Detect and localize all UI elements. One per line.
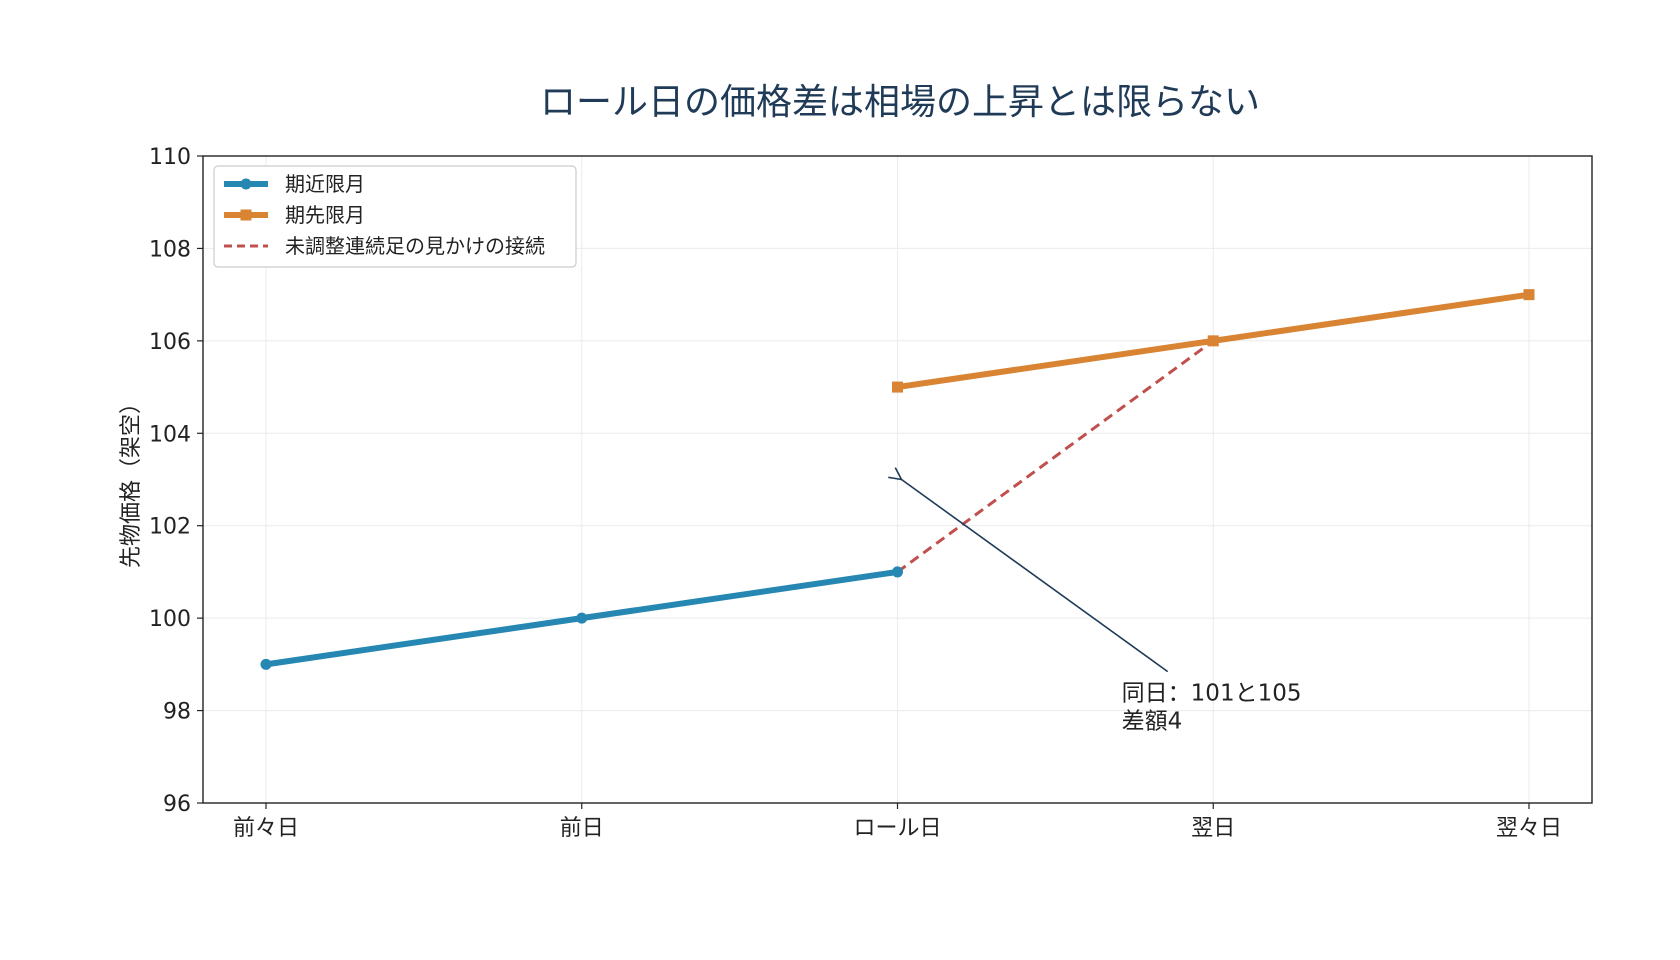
x-tick-label: ロール日	[853, 816, 941, 841]
series-1	[892, 289, 1535, 393]
legend-marker	[240, 178, 252, 190]
x-tick-label: 前日	[560, 816, 604, 841]
annotation-arrow	[902, 480, 1169, 673]
y-tick-label: 110	[149, 145, 191, 170]
y-tick-label: 104	[149, 422, 191, 447]
x-tick-label: 翌々日	[1496, 816, 1562, 841]
y-tick-label: 98	[163, 700, 191, 725]
series-line	[896, 339, 1215, 574]
data-point	[1523, 289, 1535, 301]
legend-label: 期先限月	[285, 203, 365, 227]
y-tick-label: 106	[149, 330, 191, 355]
y-tick-label: 96	[163, 792, 191, 817]
y-tick-label: 102	[149, 515, 191, 540]
data-point	[892, 381, 903, 393]
legend-entry: 期先限月	[224, 203, 365, 227]
legend-marker	[240, 209, 252, 221]
data-point	[576, 612, 588, 624]
series	[260, 289, 1535, 670]
series-0	[260, 566, 903, 670]
y-tick-label: 108	[149, 237, 191, 262]
legend-box	[213, 165, 577, 268]
legend-label: 期近限月	[285, 172, 365, 196]
data-point	[892, 566, 903, 578]
data-point	[260, 658, 272, 670]
y-tick-label: 100	[149, 607, 191, 632]
x-tick-label: 翌日	[1191, 816, 1235, 841]
series-2	[896, 339, 1215, 574]
legend-label: 未調整連続足の見かけの接続	[285, 234, 545, 258]
axis-ticks: 前々日 前日 ロール日 翌日 翌々日 96 98 100 102 104 106 108 110	[149, 145, 1562, 841]
annotation-text: 差額4	[1122, 709, 1183, 735]
y-axis-label: 先物価格（架空）	[119, 392, 144, 568]
x-tick-label: 前々日	[233, 816, 299, 841]
annotation-text: 同日：101と105	[1122, 681, 1302, 707]
legend-entry: 未調整連続足の見かけの接続	[224, 234, 545, 258]
legend-entry: 期近限月	[224, 172, 365, 196]
chart-title: ロール日の価格差は相場の上昇とは限らない	[540, 82, 1260, 123]
data-point	[1207, 335, 1219, 347]
